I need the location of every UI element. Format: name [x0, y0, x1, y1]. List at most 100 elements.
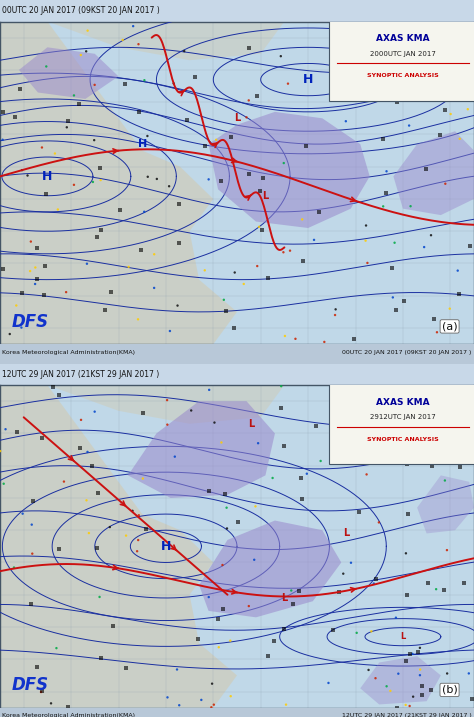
Text: 00UTC 20 JAN 2017 (09KST 20 JAN 2017 ): 00UTC 20 JAN 2017 (09KST 20 JAN 2017 )	[2, 6, 160, 15]
Point	[27, 599, 35, 610]
Point	[223, 523, 231, 534]
Point	[153, 174, 161, 185]
Point	[404, 589, 411, 601]
Point	[201, 265, 209, 276]
Point	[123, 662, 130, 673]
Point	[375, 517, 383, 528]
Point	[210, 699, 218, 711]
Point	[376, 92, 384, 104]
Point	[252, 500, 259, 512]
Point	[255, 221, 263, 232]
Point	[191, 72, 199, 83]
Point	[41, 260, 49, 271]
Polygon shape	[0, 22, 284, 60]
Point	[51, 148, 59, 159]
Point	[443, 668, 451, 679]
Point	[164, 692, 171, 703]
Point	[119, 34, 127, 46]
Point	[406, 648, 414, 660]
Point	[29, 495, 37, 506]
Point	[342, 69, 349, 80]
Text: Korea Meteorological Administration(KMA): Korea Meteorological Administration(KMA)	[2, 713, 136, 717]
Point	[181, 45, 188, 57]
Point	[18, 322, 25, 333]
Point	[315, 206, 322, 218]
Point	[441, 105, 449, 116]
Point	[42, 189, 50, 200]
Point	[389, 292, 397, 303]
Point	[53, 642, 60, 654]
Text: Korea Meteorological Administration(KMA): Korea Meteorological Administration(KMA)	[2, 350, 136, 354]
Point	[47, 698, 55, 709]
Point	[175, 237, 182, 249]
Point	[300, 256, 307, 267]
Point	[222, 305, 230, 316]
Point	[223, 502, 230, 513]
Point	[337, 420, 344, 432]
Point	[205, 485, 213, 497]
Point	[230, 323, 238, 334]
Point	[64, 701, 72, 713]
Point	[77, 49, 85, 61]
Point	[245, 42, 252, 54]
Point	[166, 326, 173, 337]
Point	[55, 543, 63, 555]
Point	[97, 174, 104, 186]
Text: H: H	[161, 540, 171, 553]
Point	[402, 699, 410, 711]
Point	[194, 633, 202, 645]
Point	[391, 237, 398, 249]
Point	[468, 693, 474, 705]
Point	[447, 108, 455, 120]
Polygon shape	[128, 402, 275, 498]
Point	[337, 404, 344, 416]
Point	[441, 178, 449, 189]
Point	[183, 115, 191, 126]
Point	[417, 36, 424, 47]
Point	[430, 313, 438, 325]
Point	[402, 548, 410, 559]
Point	[175, 199, 182, 210]
Point	[38, 142, 46, 153]
Point	[356, 506, 363, 518]
Point	[361, 29, 369, 41]
Point	[24, 170, 31, 181]
Point	[82, 46, 90, 57]
Text: H: H	[42, 170, 53, 183]
Point	[469, 389, 474, 400]
Text: 2912UTC JAN 2017: 2912UTC JAN 2017	[370, 414, 436, 420]
Point	[277, 381, 285, 392]
Point	[420, 242, 428, 253]
Point	[428, 684, 435, 695]
Point	[27, 265, 34, 277]
Point	[383, 680, 391, 692]
Text: L: L	[248, 419, 255, 429]
Point	[255, 437, 262, 449]
Point	[6, 328, 14, 340]
Point	[129, 505, 137, 516]
Point	[38, 432, 46, 443]
Point	[134, 313, 142, 325]
Point	[49, 381, 56, 392]
Point	[97, 652, 105, 664]
Point	[135, 106, 142, 118]
Point	[243, 112, 250, 123]
Point	[402, 655, 410, 667]
Point	[60, 476, 68, 488]
Point	[221, 488, 228, 500]
Text: SYNOPTIC ANALYSIS: SYNOPTIC ANALYSIS	[367, 437, 439, 442]
Point	[234, 516, 242, 528]
Point	[137, 244, 145, 255]
Point	[363, 436, 370, 447]
Point	[414, 646, 421, 657]
Text: L: L	[281, 593, 288, 603]
Point	[38, 685, 46, 697]
Point	[286, 245, 294, 257]
Point	[10, 561, 18, 573]
Point	[18, 164, 26, 176]
Point	[336, 410, 343, 422]
Point	[419, 680, 426, 692]
Point	[310, 234, 318, 246]
Point	[245, 95, 253, 106]
Point	[76, 98, 83, 110]
